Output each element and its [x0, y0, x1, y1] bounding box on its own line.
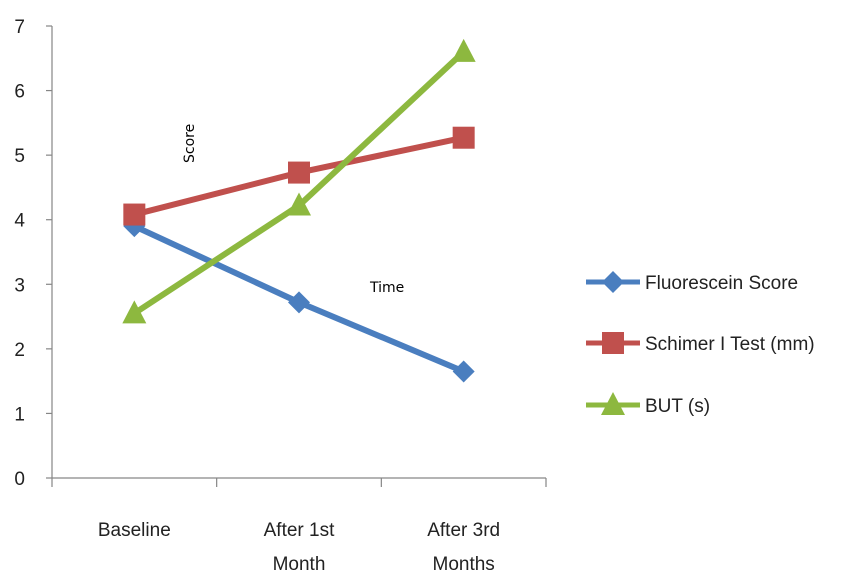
series-1	[123, 126, 475, 226]
y-axis-title: Score	[182, 124, 198, 163]
y-tick-label: 1	[14, 404, 25, 425]
legend-marker	[601, 392, 625, 415]
data-point	[451, 38, 476, 62]
x-tick-label: Baseline	[98, 520, 171, 541]
legend: Fluorescein Score Schimer I Test (mm) BUT …	[586, 271, 815, 417]
x-tick-label: After 3rd Months	[427, 520, 500, 575]
x-axis-title: Time	[369, 280, 404, 296]
legend-item: Schimer I Test (mm)	[586, 332, 815, 355]
chart-axes	[46, 25, 547, 487]
y-tick-label: 7	[14, 17, 25, 38]
y-tick-label: 4	[14, 211, 25, 232]
series-0	[123, 215, 475, 383]
x-tick-label: After 1st Month	[264, 520, 335, 575]
data-point	[452, 360, 475, 383]
y-tick-label: 5	[14, 146, 25, 167]
legend-label: BUT (s)	[645, 396, 710, 417]
legend-item: BUT (s)	[586, 392, 710, 417]
data-point	[122, 300, 147, 324]
data-point	[288, 291, 310, 314]
legend-item: Fluorescein Score	[586, 271, 798, 294]
legend-label: Schimer I Test (mm)	[645, 334, 815, 355]
y-tick-label: 6	[14, 82, 25, 103]
data-point	[123, 203, 146, 226]
series-2	[122, 38, 476, 324]
x-tick-labels: Baseline After 1st Month After 3rd Months	[98, 520, 500, 575]
y-tick-label: 0	[14, 469, 25, 490]
legend-marker	[602, 332, 624, 354]
legend-marker	[602, 271, 624, 293]
data-point	[287, 192, 311, 216]
y-tick-label: 2	[14, 340, 25, 361]
series-layer	[122, 38, 476, 383]
legend-label: Fluorescein Score	[645, 273, 798, 294]
data-point	[452, 126, 475, 149]
y-tick-labels: 0 1 2 3 4 5 6 7	[14, 17, 25, 490]
data-point	[288, 161, 310, 184]
y-tick-label: 3	[14, 275, 25, 296]
